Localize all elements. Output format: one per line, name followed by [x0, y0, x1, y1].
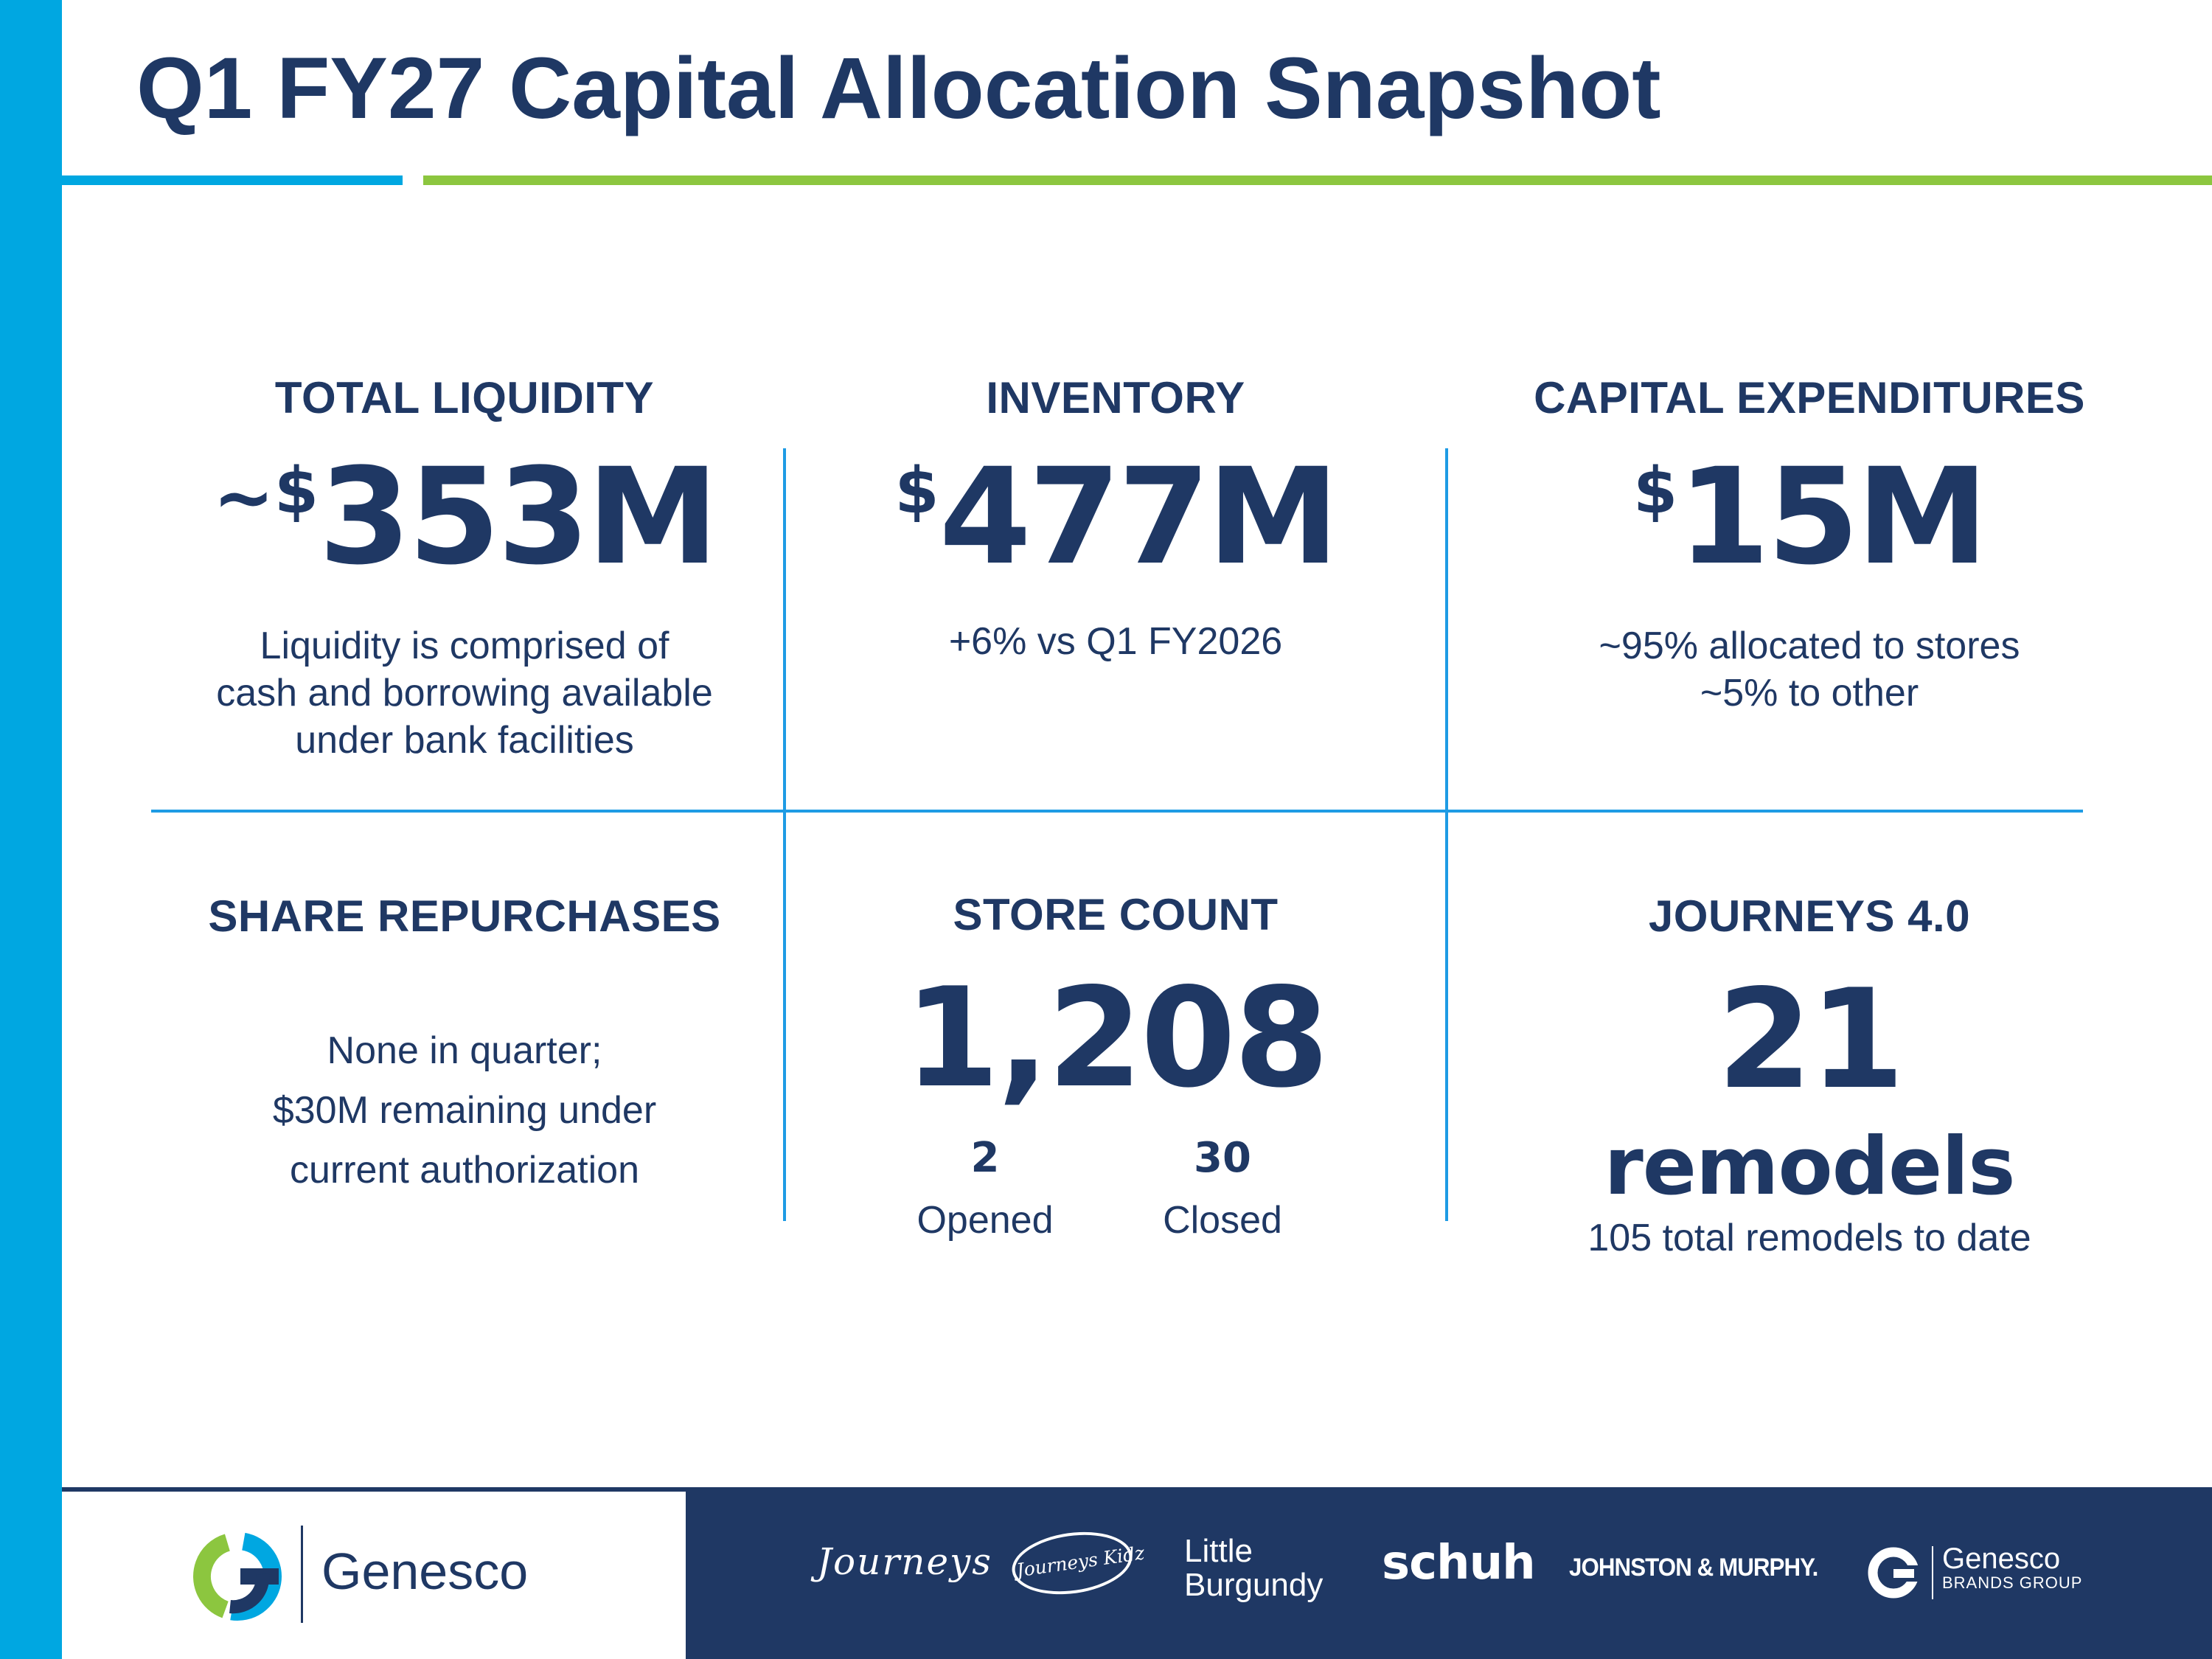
genesco-wordmark: Genesco	[321, 1543, 529, 1600]
inventory-panel: INVENTORY $477M +6% vs Q1 FY2026	[786, 372, 1445, 665]
grid-divider-vertical-left	[783, 448, 786, 1221]
journeys-value: 21	[1717, 959, 1905, 1119]
capex-value: 15M	[1677, 440, 1989, 594]
repurchases-desc-line: current authorization	[289, 1149, 640, 1192]
genesco-g-icon	[192, 1530, 286, 1627]
liquidity-description: Liquidity is comprised of cash and borro…	[125, 622, 804, 764]
title-rule-blue	[62, 175, 403, 185]
inventory-value: 477M	[939, 440, 1340, 594]
stores-closed-label: Closed	[1163, 1199, 1282, 1242]
capex-currency: $	[1633, 454, 1678, 529]
repurchases-description: None in quarter; $30M remaining under cu…	[125, 1021, 804, 1200]
genesco-brands-divider	[1932, 1546, 1933, 1599]
store-count-label: STORE COUNT	[953, 890, 1279, 939]
stores-closed-stat: 30 Closed	[1141, 1134, 1304, 1242]
stores-opened-label: Opened	[917, 1199, 1054, 1242]
grid-divider-horizontal	[151, 810, 2083, 813]
repurchases-desc-line: None in quarter;	[327, 1029, 602, 1072]
grid-divider-vertical-right	[1445, 448, 1448, 1221]
journeys-panel: JOURNEYS 4.0 21 remodels 105 total remod…	[1448, 891, 2171, 1262]
stores-opened-value: 2	[970, 1134, 1000, 1182]
liquidity-panel: TOTAL LIQUIDITY ~$353M Liquidity is comp…	[125, 372, 804, 764]
journeys-logo: Journeys	[817, 1540, 992, 1583]
liquidity-tilde: ~	[213, 455, 274, 540]
store-count-panel: STORE COUNT 1,208	[786, 889, 1445, 1107]
liquidity-value: 353M	[319, 440, 719, 594]
johnston-murphy-logo: JOHNSTON & MURPHY.	[1569, 1554, 1818, 1582]
capex-value-group: $15M	[1448, 451, 2171, 584]
inventory-description: +6% vs Q1 FY2026	[948, 620, 1283, 663]
schuh-logo: schuh	[1382, 1536, 1536, 1590]
capex-desc-line: ~5% to other	[1700, 672, 1919, 714]
genesco-brands-group-logo: Genesco BRANDS GROUP	[1942, 1543, 2082, 1592]
repurchases-desc-line: $30M remaining under	[272, 1089, 657, 1132]
footer-brands-area: Journeys Journeys Kidz Little Burgundy s…	[686, 1487, 2212, 1659]
repurchases-panel: SHARE REPURCHASES None in quarter; $30M …	[125, 891, 804, 1200]
capex-description: ~95% allocated to stores ~5% to other	[1448, 622, 2171, 717]
liquidity-desc-line: cash and borrowing available	[216, 672, 713, 714]
footer-logo-divider	[301, 1526, 303, 1623]
capex-label: CAPITAL EXPENDITURES	[1534, 373, 2085, 422]
repurchases-label: SHARE REPURCHASES	[208, 891, 721, 941]
page-title: Q1 FY27 Capital Allocation Snapshot	[136, 40, 1661, 137]
title-rule-green	[423, 175, 2212, 185]
liquidity-currency: $	[274, 454, 319, 529]
store-count-value: 1,208	[904, 958, 1329, 1118]
little-burgundy-logo: Little Burgundy	[1184, 1533, 1324, 1603]
liquidity-value-group: ~$353M	[125, 451, 804, 584]
inventory-label: INVENTORY	[986, 373, 1245, 422]
genesco-brands-name: Genesco	[1942, 1543, 2061, 1575]
journeys-label: JOURNEYS 4.0	[1648, 891, 1971, 941]
liquidity-desc-line: under bank facilities	[295, 719, 634, 762]
footer-company-area: Genesco	[62, 1487, 686, 1659]
genesco-brands-tagline: BRANDS GROUP	[1942, 1573, 2083, 1592]
journeys-unit: remodels	[1604, 1121, 2015, 1213]
left-accent-bar	[0, 0, 62, 1659]
genesco-brands-group-icon	[1865, 1545, 1921, 1604]
liquidity-desc-line: Liquidity is comprised of	[260, 625, 669, 667]
inventory-currency: $	[894, 454, 939, 529]
journeys-description: 105 total remodels to date	[1587, 1217, 2031, 1259]
stores-opened-stat: 2 Opened	[904, 1134, 1066, 1242]
capex-panel: CAPITAL EXPENDITURES $15M ~95% allocated…	[1448, 372, 2171, 717]
capex-desc-line: ~95% allocated to stores	[1599, 625, 2020, 667]
stores-closed-value: 30	[1194, 1134, 1251, 1182]
liquidity-label: TOTAL LIQUIDITY	[274, 373, 655, 422]
inventory-value-group: $477M	[786, 451, 1445, 584]
